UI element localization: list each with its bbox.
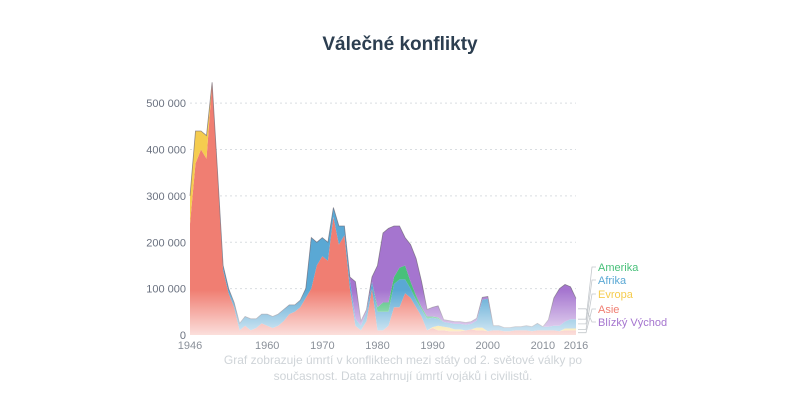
x-tick-label: 1960 xyxy=(255,340,279,352)
legend-label-blízký-východ: Blízký Východ xyxy=(598,317,667,329)
y-tick-label: 0 xyxy=(180,330,186,342)
legend-connector xyxy=(578,279,596,325)
bottom-fade xyxy=(190,290,576,335)
x-tick-label: 1990 xyxy=(420,340,444,352)
x-tick-label: 2016 xyxy=(564,340,588,352)
x-axis: 1946 1960 1970 1980 1990 2000 2010 2016 xyxy=(178,340,588,352)
legend-label-evropa: Evropa xyxy=(598,289,634,301)
y-tick-label: 500 000 xyxy=(146,98,186,110)
legend-label-amerika: Amerika xyxy=(598,262,639,274)
x-tick-label: 1980 xyxy=(365,340,389,352)
y-tick-label: 200 000 xyxy=(146,237,186,249)
legend-connector xyxy=(578,308,596,334)
legend-label-afrika: Afrika xyxy=(598,275,627,287)
grid-lines xyxy=(190,102,576,290)
area-blízký-východ xyxy=(190,82,576,328)
x-tick-label: 1946 xyxy=(178,340,202,352)
y-tick-label: 400 000 xyxy=(146,145,186,157)
legend-label-asie: Asie xyxy=(598,304,619,316)
y-tick-label: 300 000 xyxy=(146,191,186,203)
chart-title: Válečné konflikty xyxy=(322,34,478,55)
legend-connector xyxy=(578,308,596,323)
y-tick-label: 100 000 xyxy=(146,284,186,296)
legend-connector xyxy=(578,266,596,320)
legend-connector xyxy=(578,293,596,330)
x-tick-label: 2010 xyxy=(531,340,555,352)
x-tick-label: 1970 xyxy=(310,340,334,352)
y-axis: 0 100 000 200 000 300 000 400 000 500 000 xyxy=(146,98,186,342)
chart-caption: Graf zobrazuje úmrtí v konfliktech mezi … xyxy=(223,353,583,382)
x-tick-label: 2000 xyxy=(476,340,500,352)
